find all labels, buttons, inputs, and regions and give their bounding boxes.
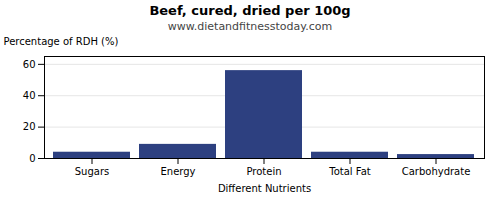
html-text:www.dietandfitnesstoday.com: www.dietandfitnesstoday.com xyxy=(167,20,333,33)
svg-text:40: 40 xyxy=(23,90,36,101)
svg-text:Carbohydrate: Carbohydrate xyxy=(402,166,471,177)
svg-text:0: 0 xyxy=(29,153,35,164)
svg-text:Percentage of RDH (%): Percentage of RDH (%) xyxy=(4,36,119,47)
svg-text:Sugars: Sugars xyxy=(75,166,109,177)
html-text:Beef, cured, dried per 100g: Beef, cured, dried per 100g xyxy=(149,3,351,18)
svg-text:20: 20 xyxy=(23,121,36,132)
svg-text:Different Nutrients: Different Nutrients xyxy=(218,183,311,194)
svg-text:60: 60 xyxy=(23,59,36,70)
svg-text:Total Fat: Total Fat xyxy=(328,166,370,177)
svg-text:Protein: Protein xyxy=(246,166,281,177)
svg-text:Energy: Energy xyxy=(160,166,195,177)
